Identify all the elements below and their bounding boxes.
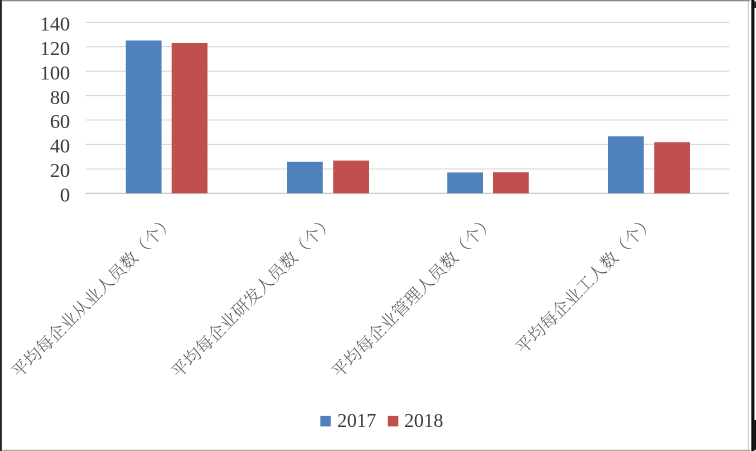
svg-text:0: 0 (60, 185, 70, 207)
svg-text:60: 60 (50, 111, 70, 133)
svg-text:2018: 2018 (404, 411, 443, 432)
svg-text:40: 40 (50, 136, 70, 158)
svg-text:2017: 2017 (337, 411, 376, 432)
svg-text:140: 140 (40, 13, 70, 35)
svg-text:100: 100 (40, 62, 70, 84)
svg-text:20: 20 (50, 160, 70, 182)
svg-text:120: 120 (40, 38, 70, 60)
svg-text:80: 80 (50, 87, 70, 109)
